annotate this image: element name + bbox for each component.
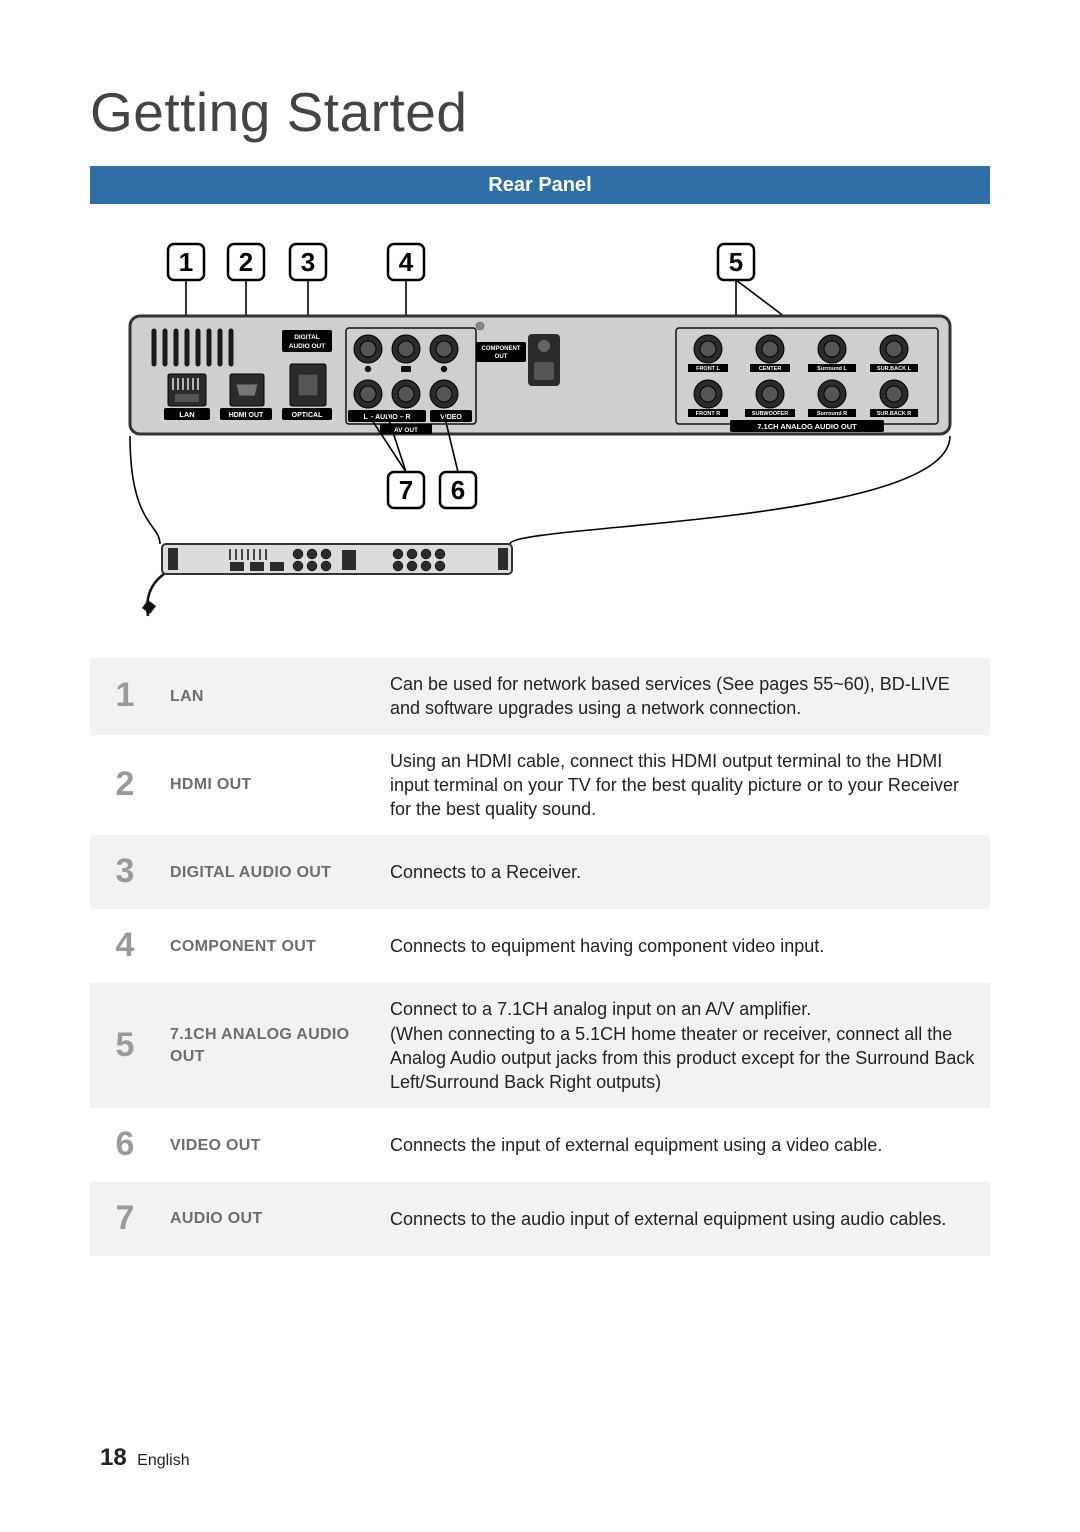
callout-3: 3 bbox=[301, 247, 315, 277]
av-out-label: AV OUT bbox=[394, 427, 418, 434]
row-number: 7 bbox=[90, 1182, 160, 1256]
callout-2: 2 bbox=[239, 247, 253, 277]
table-row: 57.1CH ANALOG AUDIO OUTConnect to a 7.1C… bbox=[90, 983, 990, 1108]
row-label: DIGITAL AUDIO OUT bbox=[160, 835, 380, 909]
hdmi-out-label: HDMI OUT bbox=[229, 412, 264, 419]
table-row: 1LANCan be used for network based servic… bbox=[90, 658, 990, 735]
callout-5: 5 bbox=[729, 247, 743, 277]
svg-text:FRONT R: FRONT R bbox=[696, 411, 720, 417]
row-label: COMPONENT OUT bbox=[160, 909, 380, 983]
row-description: Connect to a 7.1CH analog input on an A/… bbox=[380, 983, 990, 1108]
row-description: Connects to a Receiver. bbox=[380, 835, 990, 909]
page-footer: 18 English bbox=[100, 1444, 190, 1472]
row-number: 3 bbox=[90, 835, 160, 909]
svg-text:COMPONENT: COMPONENT bbox=[482, 346, 521, 352]
svg-text:Surround L: Surround L bbox=[817, 366, 847, 372]
rear-panel-diagram: 1 2 3 4 5 bbox=[90, 204, 990, 644]
row-label: VIDEO OUT bbox=[160, 1108, 380, 1182]
svg-text:OUT: OUT bbox=[495, 354, 508, 360]
callout-6: 6 bbox=[451, 475, 465, 505]
svg-text:SUR.BACK R: SUR.BACK R bbox=[877, 411, 912, 417]
svg-text:CENTER: CENTER bbox=[759, 366, 782, 372]
row-description: Connects the input of external equipment… bbox=[380, 1108, 990, 1182]
row-number: 2 bbox=[90, 735, 160, 836]
svg-text:SUR.BACK L: SUR.BACK L bbox=[877, 366, 912, 372]
port-description-table: 1LANCan be used for network based servic… bbox=[90, 658, 990, 1256]
lan-port-label: LAN bbox=[179, 410, 194, 419]
row-number: 1 bbox=[90, 658, 160, 735]
row-description: Connects to the audio input of external … bbox=[380, 1182, 990, 1256]
row-number: 4 bbox=[90, 909, 160, 983]
row-description: Using an HDMI cable, connect this HDMI o… bbox=[380, 735, 990, 836]
callout-4: 4 bbox=[399, 247, 414, 277]
row-description: Connects to equipment having component v… bbox=[380, 909, 990, 983]
digital-audio-out-label-line1: DIGITAL bbox=[294, 334, 320, 341]
table-row: 6VIDEO OUTConnects the input of external… bbox=[90, 1108, 990, 1182]
row-description: Can be used for network based services (… bbox=[380, 658, 990, 735]
row-number: 5 bbox=[90, 983, 160, 1108]
page-title: Getting Started bbox=[90, 80, 990, 144]
table-row: 7AUDIO OUTConnects to the audio input of… bbox=[90, 1182, 990, 1256]
optical-label: OPTICAL bbox=[292, 412, 323, 419]
page-language: English bbox=[137, 1452, 189, 1469]
table-row: 4COMPONENT OUTConnects to equipment havi… bbox=[90, 909, 990, 983]
row-label: 7.1CH ANALOG AUDIO OUT bbox=[160, 983, 380, 1108]
svg-text:Surround R: Surround R bbox=[817, 411, 847, 417]
row-label: AUDIO OUT bbox=[160, 1182, 380, 1256]
svg-text:FRONT L: FRONT L bbox=[696, 366, 720, 372]
table-row: 3DIGITAL AUDIO OUTConnects to a Receiver… bbox=[90, 835, 990, 909]
callout-1: 1 bbox=[179, 247, 193, 277]
row-number: 6 bbox=[90, 1108, 160, 1182]
page-number: 18 bbox=[100, 1444, 127, 1471]
svg-text:SUBWOOFER: SUBWOOFER bbox=[752, 411, 788, 417]
section-banner: Rear Panel bbox=[90, 166, 990, 204]
71ch-analog-label: 7.1CH ANALOG AUDIO OUT bbox=[757, 422, 857, 431]
callout-7: 7 bbox=[399, 475, 413, 505]
digital-audio-out-label-line2: AUDIO OUT bbox=[289, 343, 326, 350]
row-label: LAN bbox=[160, 658, 380, 735]
table-row: 2HDMI OUTUsing an HDMI cable, connect th… bbox=[90, 735, 990, 836]
row-label: HDMI OUT bbox=[160, 735, 380, 836]
